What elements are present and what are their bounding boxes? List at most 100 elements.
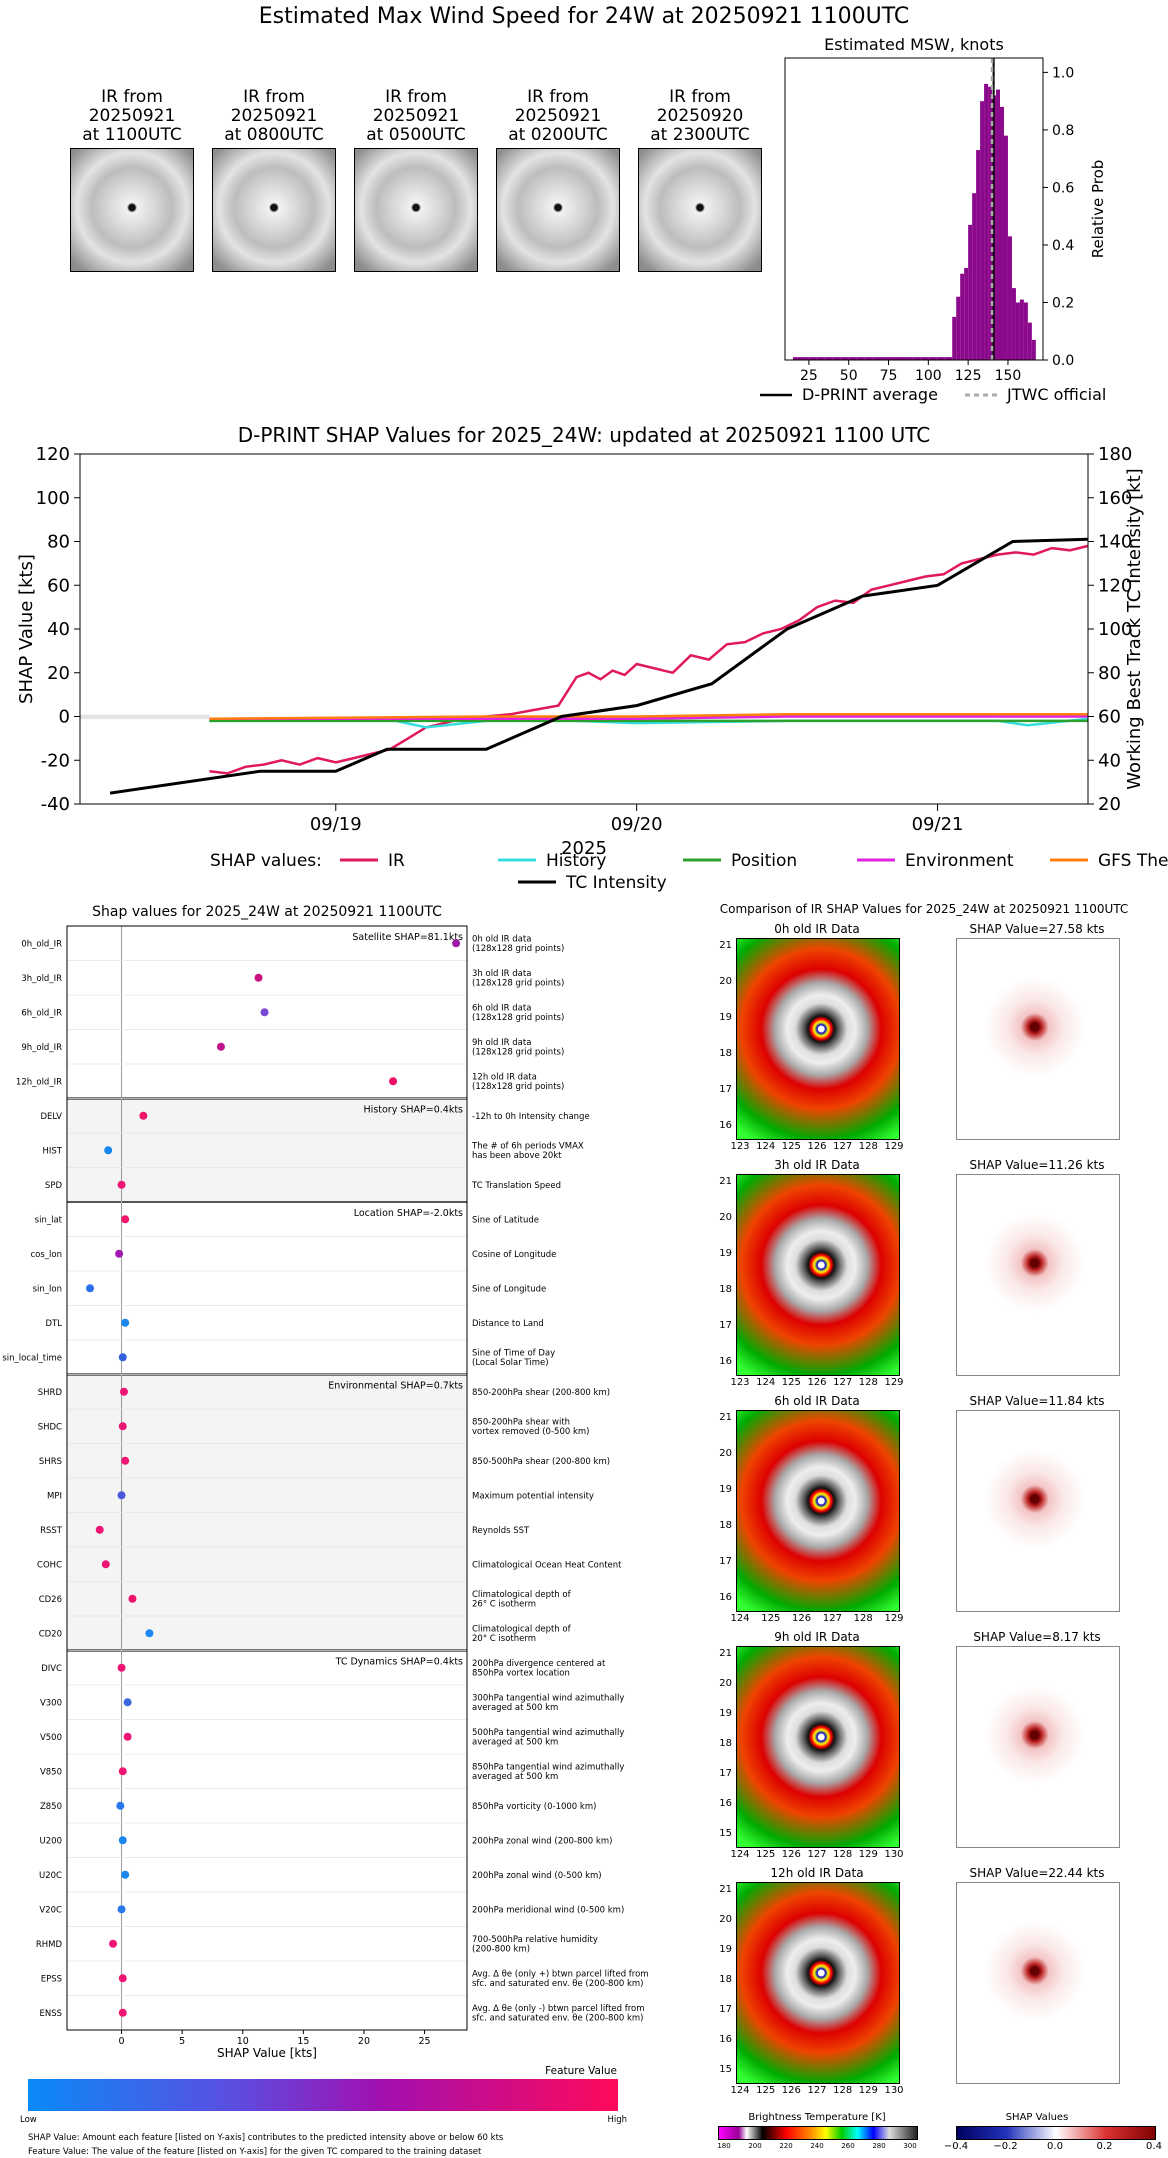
ir-data-panel (736, 1410, 900, 1612)
ir-xtick-label: 129 (858, 2085, 878, 2096)
feature-label: Z850 (40, 1802, 62, 1812)
histogram-xtick-label: 50 (840, 368, 858, 384)
shap-panel-title: SHAP Value=8.17 kts (973, 1630, 1101, 1644)
histogram-bar (864, 357, 873, 360)
feature-point (115, 1249, 124, 1258)
legend-label: TC Intensity (565, 873, 667, 893)
feature-description: 6h old IR data (128x128 grid points) (472, 1003, 564, 1023)
histogram-bar (840, 357, 849, 360)
feature-label: CD20 (39, 1629, 62, 1639)
timeline-y2tick-label: 40 (1098, 750, 1121, 771)
feature-point (117, 1180, 126, 1189)
feature-description: Sine of Longitude (472, 1284, 546, 1294)
timeline-xlabel: 2025 (561, 838, 607, 859)
shap-map-panel (956, 1882, 1120, 2084)
feature-description: Cosine of Longitude (472, 1250, 556, 1260)
ir-thumbnail-caption: IR from 20250920 at 2300UTC (650, 87, 750, 145)
ir-xtick-label: 125 (781, 1141, 801, 1152)
series-environment (209, 715, 1088, 720)
ir-ytick-label: 15 (719, 2064, 732, 2075)
feature-point (109, 1939, 118, 1948)
feature-description: 3h old IR data (128x128 grid points) (472, 969, 564, 989)
histogram-ytick-label: 1.0 (1052, 65, 1074, 81)
ir-xtick-label: 125 (761, 1613, 781, 1624)
series-tc-intensity (109, 537, 1089, 795)
ir-ytick-label: 16 (719, 1592, 732, 1603)
histogram-title: Estimated MSW, knots (824, 35, 1004, 54)
feature-label: sin_lat (35, 1215, 63, 1225)
feature-label: EPSS (41, 1974, 62, 1984)
ir-xtick-label: 128 (833, 2085, 853, 2096)
timeline-ytick-label: 60 (47, 575, 70, 596)
feature-point (121, 1870, 130, 1879)
feature-point (101, 1560, 110, 1569)
group-label: Satellite SHAP=81.1kts (352, 932, 463, 943)
shap-colorbar (956, 2126, 1156, 2140)
feature-description: 200hPa zonal wind (200-800 km) (472, 1836, 612, 1846)
feature-label: MPI (47, 1491, 62, 1501)
scatter-title: Shap values for 2025_24W at 20250921 110… (92, 904, 442, 920)
timeline-y2tick-label: 140 (1098, 532, 1132, 553)
timeline-baseline-band (80, 714, 210, 720)
histogram-bar (1000, 106, 1004, 361)
feature-point (123, 1698, 132, 1707)
histogram-bar (832, 357, 841, 360)
feature-label: COHC (37, 1560, 62, 1570)
shap-colorbar-tick: −0.4 (943, 2141, 969, 2152)
shap-map-panel (956, 1174, 1120, 1376)
ir-xtick-label: 129 (858, 1849, 878, 1860)
histogram-ytick-label: 0.6 (1052, 180, 1074, 196)
feature-colorbar (28, 2079, 618, 2111)
histogram-bar (936, 357, 945, 360)
ir-ytick-label: 16 (719, 1798, 732, 1809)
ir-ytick-label: 18 (719, 1974, 732, 1985)
scatter-xtick-label: 10 (237, 2036, 249, 2047)
feature-description: 850hPa vorticity (0-1000 km) (472, 1802, 596, 1812)
feature-description: The # of 6h periods VMAX has been above 2… (471, 1141, 584, 1161)
legend-label: Position (731, 851, 797, 871)
feature-description: 300hPa tangential wind azimuthally averag… (472, 1693, 624, 1713)
feature-description: 700-500hPa relative humidity (200-800 km) (472, 1935, 598, 1955)
ir-ytick-label: 21 (719, 940, 732, 951)
shap-map-panel (956, 938, 1120, 1140)
ir-xtick-label: 123 (730, 1377, 750, 1388)
feature-description: Maximum potential intensity (472, 1491, 594, 1501)
ir-xtick-label: 125 (781, 1377, 801, 1388)
ir-xtick-label: 130 (884, 1849, 904, 1860)
feature-label: CD26 (39, 1595, 62, 1605)
timeline-y2tick-label: 20 (1098, 794, 1121, 815)
msw-histogram: Estimated MSW, knots 25 50 75 100 125 150 0.0 0.… (760, 35, 1107, 404)
feature-description: Climatological depth of 20° C isotherm (472, 1624, 572, 1644)
ir-ytick-label: 16 (719, 1120, 732, 1131)
ir-comparison-panel: Comparison of IR SHAP Values for 2025_24… (680, 902, 1168, 2158)
shap-panel-title: SHAP Value=11.26 kts (969, 1158, 1105, 1172)
histogram-bar (1031, 339, 1036, 360)
histogram-bar (984, 83, 989, 360)
comparison-title: Comparison of IR SHAP Values for 2025_24… (719, 902, 1129, 916)
ir-xtick-label: 130 (884, 2085, 904, 2096)
feature-point (116, 1801, 125, 1810)
feature-label: RHMD (36, 1940, 63, 1950)
ir-ytick-label: 21 (719, 1176, 732, 1187)
timeline-ytick-label: 100 (36, 488, 70, 509)
histogram-bar (912, 357, 921, 360)
ir-xtick-label: 124 (756, 1141, 776, 1152)
legend-label: History (546, 851, 606, 871)
ir-ytick-label: 20 (719, 976, 732, 987)
ir-xtick-label: 128 (858, 1377, 878, 1388)
feature-point (452, 939, 461, 948)
feature-label: HIST (43, 1146, 63, 1156)
histogram-bar (928, 357, 937, 360)
feature-point (128, 1594, 137, 1603)
ir-data-panel (736, 1882, 900, 2084)
ir-xtick-label: 127 (833, 1377, 853, 1388)
footnote-feature: Feature Value: The value of the feature … (28, 2147, 482, 2157)
feature-description: Avg. Δ θe (only +) btwn parcel lifted fr… (472, 1969, 649, 1989)
histogram-bar (1019, 299, 1024, 360)
histogram-bar (1027, 322, 1032, 360)
ir-panel-title: 12h old IR Data (770, 1866, 864, 1880)
timeline-ytick-label: 40 (47, 619, 70, 640)
feature-colorbar-title: Feature Value (545, 2065, 617, 2077)
shap-colorbar-tick: 0.0 (1047, 2141, 1063, 2152)
bt-colorbar-tick: 200 (748, 2142, 762, 2150)
